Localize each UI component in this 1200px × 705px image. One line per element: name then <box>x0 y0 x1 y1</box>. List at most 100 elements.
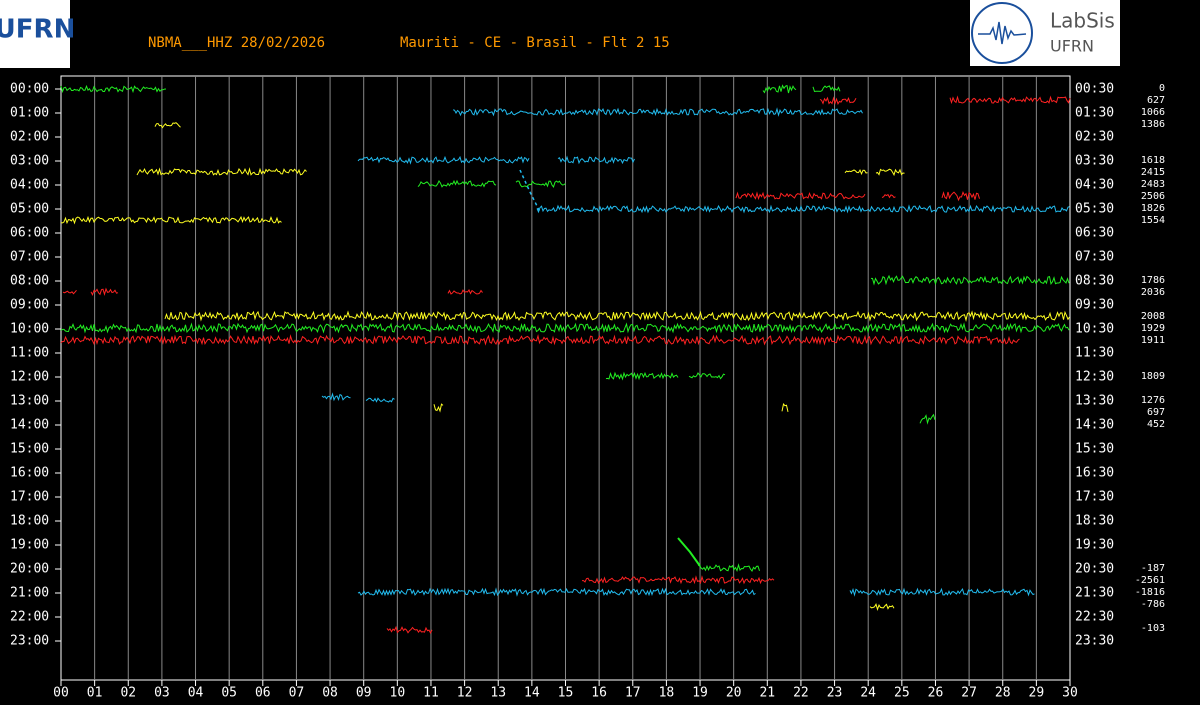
x-tick-label: 30 <box>1062 686 1078 701</box>
seismic-trace <box>417 179 497 188</box>
seismic-trace <box>881 193 896 199</box>
left-hour-label: 03:00 <box>10 154 49 169</box>
x-tick-label: 19 <box>692 686 708 701</box>
seismic-trace <box>812 85 841 93</box>
seismic-trace <box>452 107 863 117</box>
seismic-trace <box>677 537 701 567</box>
location-title: Mauriti - CE - Brasil - Flt 2 15 <box>400 35 670 51</box>
x-tick-label: 01 <box>87 686 103 701</box>
left-hour-label: 19:00 <box>10 538 49 553</box>
seismic-trace <box>60 334 1020 346</box>
seismic-trace <box>919 413 936 425</box>
seismic-trace <box>433 403 444 413</box>
seismic-trace <box>60 322 1070 334</box>
right-hour-label: 01:30 <box>1075 106 1114 121</box>
right-hour-label: 20:30 <box>1075 562 1114 577</box>
left-hour-label: 00:00 <box>10 82 49 97</box>
x-tick-label: 28 <box>995 686 1011 701</box>
left-hour-label: 11:00 <box>10 346 49 361</box>
seismic-trace <box>515 180 566 188</box>
amplitude-label: 1809 <box>1141 371 1165 382</box>
seismic-trace <box>365 397 395 403</box>
amplitude-label: -2561 <box>1135 575 1165 586</box>
left-hour-label: 12:00 <box>10 370 49 385</box>
seismic-trace <box>154 122 181 129</box>
x-tick-label: 00 <box>53 686 69 701</box>
left-hour-label: 21:00 <box>10 586 49 601</box>
left-hour-label: 14:00 <box>10 418 49 433</box>
ufrn-logo-text: UFRN <box>0 15 75 45</box>
seismic-trace <box>605 371 679 381</box>
left-hour-label: 01:00 <box>10 106 49 121</box>
x-tick-label: 17 <box>625 686 641 701</box>
labsis-wave <box>978 21 1027 45</box>
right-hour-label: 21:30 <box>1075 586 1114 601</box>
x-tick-label: 24 <box>860 686 876 701</box>
right-hour-label: 09:30 <box>1075 298 1114 313</box>
seismic-trace <box>735 191 866 201</box>
left-hour-label: 07:00 <box>10 250 49 265</box>
x-tick-label: 13 <box>490 686 506 701</box>
seismic-trace <box>844 168 868 176</box>
seismic-trace <box>557 155 635 165</box>
left-hour-label: 09:00 <box>10 298 49 313</box>
amplitude-label: 1066 <box>1141 107 1165 118</box>
left-hour-label: 18:00 <box>10 514 49 529</box>
amplitude-label: 2008 <box>1141 311 1165 322</box>
x-tick-label: 21 <box>759 686 775 701</box>
left-hour-label: 06:00 <box>10 226 49 241</box>
seismic-trace <box>536 204 1070 214</box>
seismic-trace <box>357 155 530 165</box>
left-hour-label: 05:00 <box>10 202 49 217</box>
seismic-trace <box>875 168 905 177</box>
left-hour-label: 17:00 <box>10 490 49 505</box>
amplitude-label: 1826 <box>1141 203 1165 214</box>
right-hour-label: 00:30 <box>1075 82 1114 97</box>
left-hour-label: 16:00 <box>10 466 49 481</box>
seismic-trace <box>136 167 307 176</box>
x-tick-label: 09 <box>356 686 372 701</box>
amplitude-label: 1618 <box>1141 155 1165 166</box>
labsis-sub: UFRN <box>1050 37 1094 56</box>
seismic-trace <box>762 84 797 94</box>
right-hour-label: 06:30 <box>1075 226 1114 241</box>
x-tick-label: 22 <box>793 686 809 701</box>
x-tick-label: 27 <box>961 686 977 701</box>
x-tick-label: 07 <box>289 686 305 701</box>
amplitude-label: 697 <box>1147 407 1165 418</box>
station-title: NBMA___HHZ 28/02/2026 <box>148 35 325 51</box>
labsis-emblem <box>971 2 1033 64</box>
seismic-trace <box>62 289 77 295</box>
ufrn-logo <box>0 0 70 68</box>
seismic-trace <box>849 587 1035 597</box>
right-hour-label: 03:30 <box>1075 154 1114 169</box>
right-hour-label: 08:30 <box>1075 274 1114 289</box>
right-hour-label: 16:30 <box>1075 466 1114 481</box>
left-hour-label: 15:00 <box>10 442 49 457</box>
amplitude-label: 1386 <box>1141 119 1165 130</box>
x-tick-label: 29 <box>1029 686 1045 701</box>
amplitude-label: 2415 <box>1141 167 1165 178</box>
seismic-trace <box>386 625 433 634</box>
seismic-trace <box>949 95 1071 105</box>
right-hour-label: 05:30 <box>1075 202 1114 217</box>
seismic-trace <box>870 274 1070 286</box>
x-tick-label: 06 <box>255 686 271 701</box>
x-tick-label: 05 <box>221 686 237 701</box>
right-hour-label: 04:30 <box>1075 178 1114 193</box>
amplitude-label: 2506 <box>1141 191 1165 202</box>
amplitude-label: 2036 <box>1141 287 1165 298</box>
x-tick-label: 25 <box>894 686 910 701</box>
x-tick-label: 12 <box>457 686 473 701</box>
left-hour-label: 13:00 <box>10 394 49 409</box>
right-hour-label: 22:30 <box>1075 610 1114 625</box>
left-hour-label: 02:00 <box>10 130 49 145</box>
left-hour-label: 08:00 <box>10 274 49 289</box>
x-tick-label: 08 <box>322 686 338 701</box>
seismic-trace <box>321 392 351 402</box>
right-hour-label: 15:30 <box>1075 442 1114 457</box>
x-tick-label: 23 <box>827 686 843 701</box>
seismic-trace <box>447 289 483 295</box>
x-tick-label: 11 <box>423 686 439 701</box>
